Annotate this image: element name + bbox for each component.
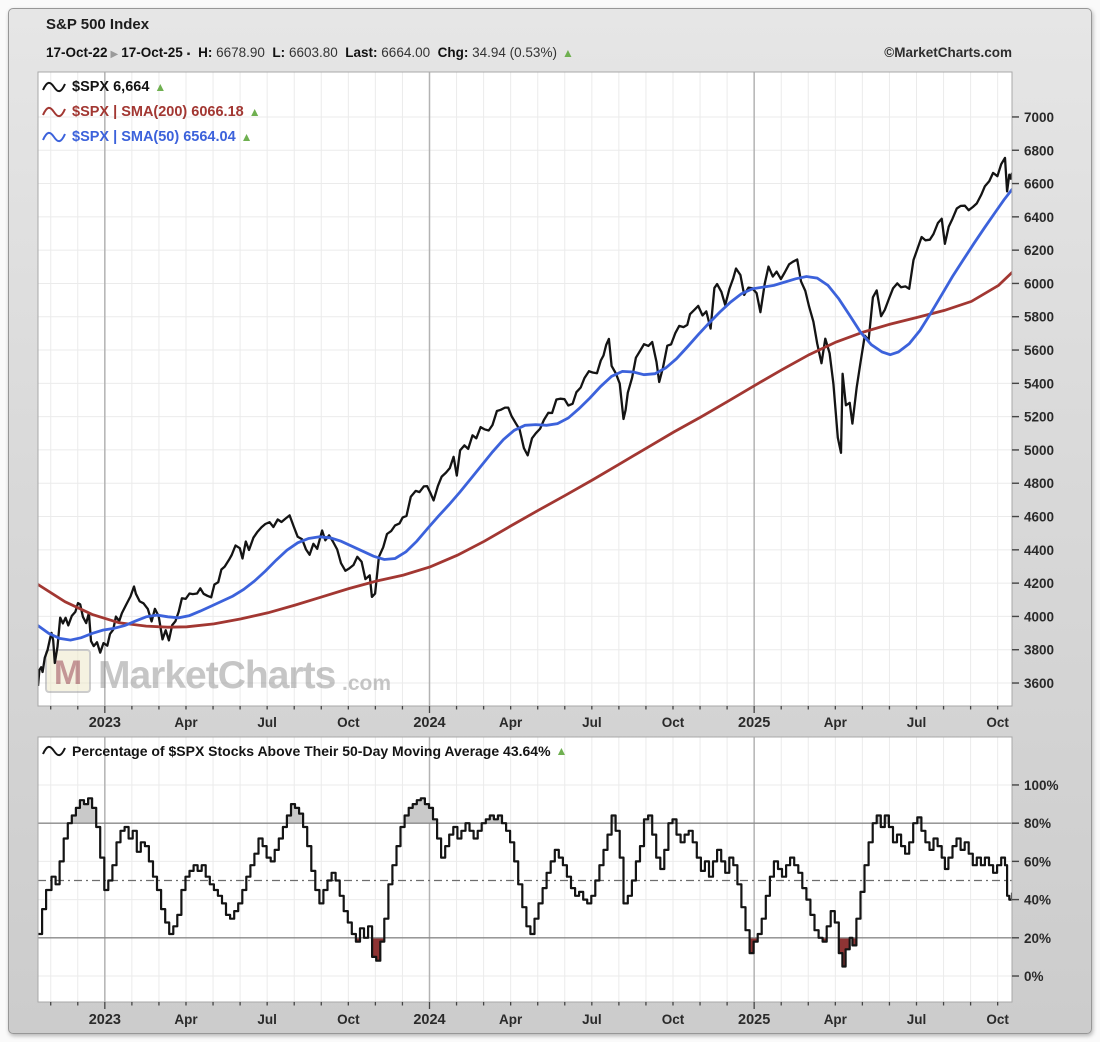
- copyright: ©MarketCharts.com: [884, 45, 1012, 60]
- line-squiggle-icon: [42, 106, 66, 118]
- change-up-triangle-icon: ▲: [561, 46, 574, 60]
- last-label: Last:: [345, 45, 378, 60]
- legend-up-triangle-icon: ▲: [154, 80, 167, 94]
- range-arrow-icon: ▶: [110, 49, 119, 60]
- high-label: H:: [198, 45, 213, 60]
- high-value: 6678.90: [216, 45, 265, 60]
- legend-up-triangle-icon: ▲: [240, 130, 253, 144]
- chart-panel: [8, 8, 1092, 1034]
- legend-label-spx: $SPX 6,664: [72, 79, 150, 95]
- low-label: L:: [272, 45, 286, 60]
- line-squiggle-icon: [42, 745, 66, 757]
- legend-up-triangle-icon: ▲: [555, 744, 568, 758]
- low-value: 6603.80: [288, 45, 338, 60]
- legend-row-sma200: $SPX | SMA(200) 6066.18 ▲: [42, 101, 261, 123]
- change-value: 34.94 (0.53%): [472, 45, 557, 60]
- legend-row-spx: $SPX 6,664 ▲: [42, 76, 261, 98]
- lower-chart-legend: Percentage of $SPX Stocks Above Their 50…: [42, 740, 567, 762]
- legend-label-breadth: Percentage of $SPX Stocks Above Their 50…: [72, 743, 551, 759]
- legend-up-triangle-icon: ▲: [248, 105, 261, 119]
- last-value: 6664.00: [381, 45, 431, 60]
- legend-row-breadth: Percentage of $SPX Stocks Above Their 50…: [42, 740, 567, 762]
- legend-row-sma50: $SPX | SMA(50) 6564.04 ▲: [42, 126, 261, 148]
- range-bullet-icon: ▪: [186, 49, 191, 60]
- line-squiggle-icon: [42, 131, 66, 143]
- page-title: S&P 500 Index: [46, 16, 150, 33]
- line-squiggle-icon: [42, 81, 66, 93]
- date-range-and-quote: 17-Oct-22 ▶ 17-Oct-25 ▪ H: 6678.90 L: 6603.…: [46, 45, 574, 60]
- legend-label-sma50: $SPX | SMA(50) 6564.04: [72, 129, 236, 145]
- change-label: Chg:: [437, 45, 469, 60]
- main-chart-legend: $SPX 6,664 ▲ $SPX | SMA(200) 6066.18 ▲ $…: [42, 76, 261, 148]
- legend-label-sma200: $SPX | SMA(200) 6066.18: [72, 104, 244, 120]
- range-start: 17-Oct-22: [46, 45, 108, 60]
- range-end: 17-Oct-25: [121, 45, 183, 60]
